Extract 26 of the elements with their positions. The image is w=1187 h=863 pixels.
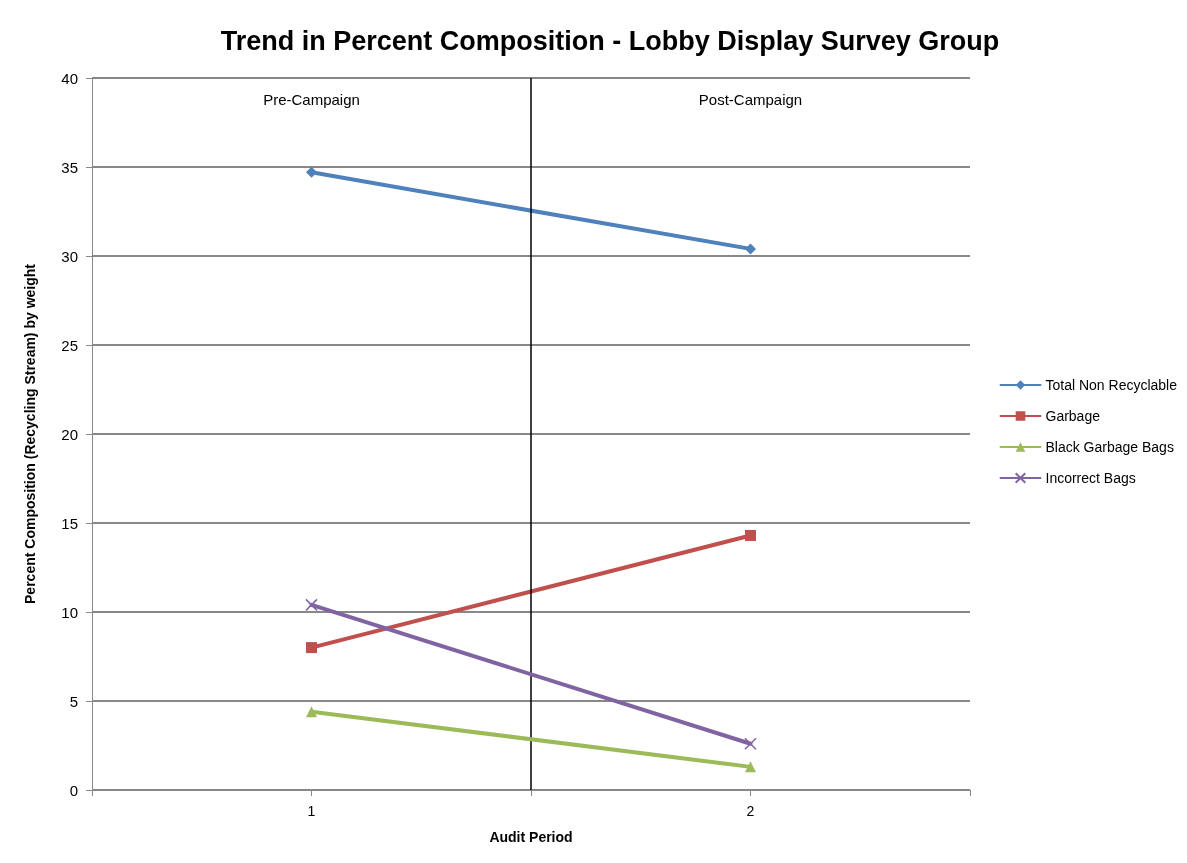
y-tick-label: 0: [69, 781, 78, 799]
y-tick-label: 25: [61, 336, 78, 354]
point: [745, 243, 756, 255]
y-tick-label: 15: [61, 514, 78, 532]
chart-title: Trend in Percent Composition - Lobby Display Survey Group: [220, 25, 1000, 56]
point: [745, 529, 756, 541]
point: [305, 598, 318, 612]
legend-label: Total Non Recyclable: [1045, 377, 1178, 393]
y-tick-label: 35: [61, 158, 78, 176]
x-tick-label: 1: [307, 803, 316, 819]
legend-label: Garbage: [1045, 408, 1101, 424]
y-axis-title: Percent Composition (Recycling Stream) by weight: [22, 263, 38, 604]
x-axis-title: Audit Period: [489, 829, 573, 845]
y-tick-label: 10: [61, 603, 78, 621]
y-tick-label: 5: [69, 692, 78, 710]
annotation: Pre-Campaign: [263, 91, 360, 108]
legend-label: Black Garbage Bags: [1045, 439, 1174, 455]
point: [306, 166, 317, 178]
point: [744, 737, 757, 750]
legend-label: Incorrect Bags: [1045, 470, 1136, 486]
point: [306, 642, 317, 654]
y-tick-label: 20: [61, 425, 78, 443]
x-tick-label: 2: [746, 803, 755, 819]
annotation: Post-Campaign: [698, 91, 803, 108]
y-tick-label: 40: [61, 69, 78, 87]
y-tick-label: 30: [61, 247, 78, 265]
